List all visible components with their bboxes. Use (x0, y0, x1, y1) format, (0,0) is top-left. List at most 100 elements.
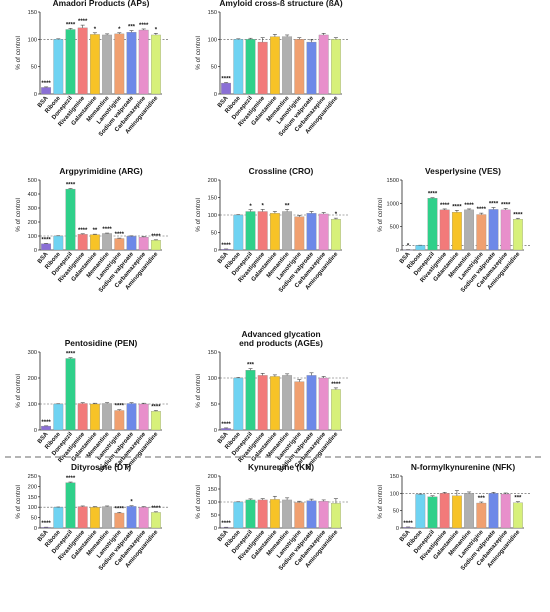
bar-nfk-8 (500, 493, 511, 529)
bar-cro-3 (257, 211, 268, 251)
bar-ap-3 (77, 27, 88, 95)
y-tick-label: 100 (208, 37, 217, 43)
significance-label: * (407, 244, 410, 250)
y-axis-label: % of control (15, 485, 22, 519)
bar-pen-1 (53, 403, 64, 431)
chart-panel-ba: Amyloid cross-ß structure (ßA) 0 50 100 150%… (195, 0, 348, 138)
y-tick-label: 0 (34, 428, 37, 434)
significance-label: **** (403, 521, 413, 527)
bar-kn-7 (306, 500, 317, 529)
y-tick-label: 250 (28, 474, 37, 480)
bar-dt-1 (53, 507, 64, 529)
bar-ba-5 (282, 36, 293, 95)
bar-pen-6 (114, 410, 125, 431)
bar-ap-4 (89, 34, 100, 95)
bar-arg-8 (138, 236, 149, 251)
bar-ap-0 (41, 87, 52, 95)
bar-pen-7 (126, 403, 137, 431)
significance-label: **** (115, 404, 125, 410)
bar-ves-7 (488, 209, 499, 251)
bar-arg-9 (150, 240, 161, 251)
bar-ap-9 (150, 34, 161, 95)
y-axis-label: % of control (15, 198, 22, 232)
y-tick-label: 0 (396, 526, 399, 532)
chart-title-nfk: N-formylkynurenine (NFK) (411, 462, 515, 472)
y-tick-label: 150 (28, 495, 37, 501)
significance-label: **** (331, 382, 341, 388)
significance-label: *** (514, 496, 522, 502)
y-tick-label: 150 (208, 10, 217, 16)
y-tick-label: 100 (28, 234, 37, 240)
y-tick-label: 0 (34, 248, 37, 254)
bar-pen-9 (150, 411, 161, 431)
bar-kn-6 (294, 502, 305, 529)
significance-label: ** (285, 203, 290, 209)
bar-ap-6 (114, 33, 125, 95)
chart-panel-kn: Kynurenine (KN) 0 50 100 150 200 % of control *… (195, 462, 348, 572)
bar-ves-2 (427, 198, 438, 251)
y-tick-label: 100 (390, 491, 399, 497)
bar-nfk-4 (451, 495, 462, 529)
bar-arg-4 (89, 234, 100, 251)
significance-label: **** (66, 183, 76, 189)
bar-pen-8 (138, 403, 149, 431)
significance-label: **** (151, 506, 161, 512)
bar-cro-0 (221, 249, 232, 251)
significance-label: * (130, 500, 133, 506)
bar-ves-3 (439, 209, 450, 251)
y-tick-label: 200 (208, 178, 217, 184)
bar-nfk-3 (439, 493, 450, 529)
y-axis-label: % of control (377, 198, 384, 232)
bar-dt-9 (150, 512, 161, 529)
bar-arg-3 (77, 234, 88, 251)
bar-age-8 (318, 377, 329, 431)
y-tick-label: 0 (34, 92, 37, 98)
bar-age-4 (269, 376, 280, 431)
significance-label: *** (128, 25, 136, 31)
y-tick-label: 300 (28, 350, 37, 356)
significance-label: * (262, 203, 265, 209)
significance-label: **** (428, 192, 438, 198)
y-tick-label: 100 (208, 213, 217, 219)
chart-title-arg: Argpyrimidine (ARG) (59, 166, 142, 176)
y-tick-label: 0 (34, 526, 37, 532)
bar-kn-2 (245, 499, 256, 529)
bar-ves-1 (415, 245, 426, 251)
bar-kn-8 (318, 501, 329, 529)
bar-ves-8 (500, 209, 511, 251)
chart-title-ba: Amyloid cross-ß structure (ßA) (219, 0, 343, 8)
chart-title-cro: Crossline (CRO) (249, 166, 314, 176)
bar-dt-4 (89, 507, 100, 529)
bar-dt-6 (114, 512, 125, 529)
bar-nfk-7 (488, 493, 499, 529)
bar-cro-5 (282, 211, 293, 251)
y-tick-label: 100 (208, 376, 217, 382)
significance-label: *** (247, 363, 255, 369)
y-tick-label: 0 (214, 526, 217, 532)
bar-ba-1 (233, 39, 244, 95)
significance-label: * (118, 27, 121, 33)
chart-panel-ap: Amadori Products (APs) 0 50 100 150 % of cont… (15, 0, 168, 138)
chart-panel-cro: Crossline (CRO) 0 50 100 150 200 % of control *… (195, 166, 348, 294)
significance-label: **** (221, 243, 231, 249)
bar-arg-6 (114, 238, 125, 251)
bar-ves-9 (512, 219, 523, 251)
significance-label: * (94, 27, 97, 33)
y-tick-label: 500 (390, 225, 399, 231)
bar-age-0 (221, 428, 232, 431)
y-tick-label: 150 (28, 10, 37, 16)
bar-cro-4 (269, 213, 280, 251)
y-tick-label: 50 (31, 516, 37, 522)
y-tick-label: 50 (211, 513, 217, 519)
bar-age-3 (257, 375, 268, 431)
y-tick-label: 50 (211, 231, 217, 237)
significance-label: **** (78, 19, 88, 25)
y-tick-label: 100 (208, 500, 217, 506)
bar-ap-8 (138, 29, 149, 95)
y-axis-label: % of control (15, 374, 22, 408)
y-tick-label: 0 (214, 248, 217, 254)
bar-ba-3 (257, 41, 268, 95)
bar-ap-2 (65, 29, 76, 95)
y-axis-label: % of control (195, 374, 202, 408)
